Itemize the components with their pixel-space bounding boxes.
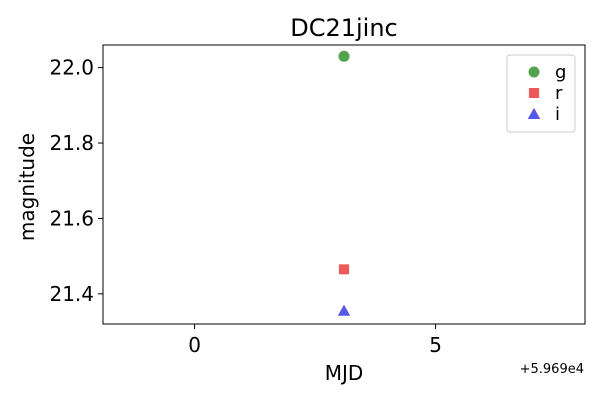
x-tick-label: 5 [429, 333, 442, 357]
legend-label-i: i [555, 104, 560, 125]
x-tick-label: 0 [188, 333, 201, 357]
plot-area [102, 44, 586, 325]
data-point-r [339, 264, 349, 275]
legend-marker-i [527, 107, 541, 119]
legend-box [506, 54, 576, 133]
y-tick-label: 21.6 [49, 206, 94, 230]
y-axis-label: magnitude [15, 133, 39, 241]
y-tick-label: 21.4 [49, 282, 94, 306]
x-axis-label: MJD [325, 361, 364, 385]
legend-marker-r [529, 88, 539, 98]
legend-label-g: g [555, 62, 566, 83]
chart-title: DC21jinc [290, 14, 398, 42]
x-axis-offset-label: +5.969e4 [520, 362, 584, 377]
y-tick-label: 22.0 [49, 56, 94, 80]
legend-label-r: r [555, 83, 563, 104]
legend: gri [506, 54, 576, 133]
y-axis-ticks: 21.4 21.6 21.8 22.0 [49, 56, 103, 306]
y-tick-label: 21.8 [49, 131, 94, 155]
data-points [337, 50, 351, 316]
legend-marker-g [528, 66, 540, 78]
data-point-g [338, 50, 350, 62]
data-point-i [337, 304, 351, 316]
